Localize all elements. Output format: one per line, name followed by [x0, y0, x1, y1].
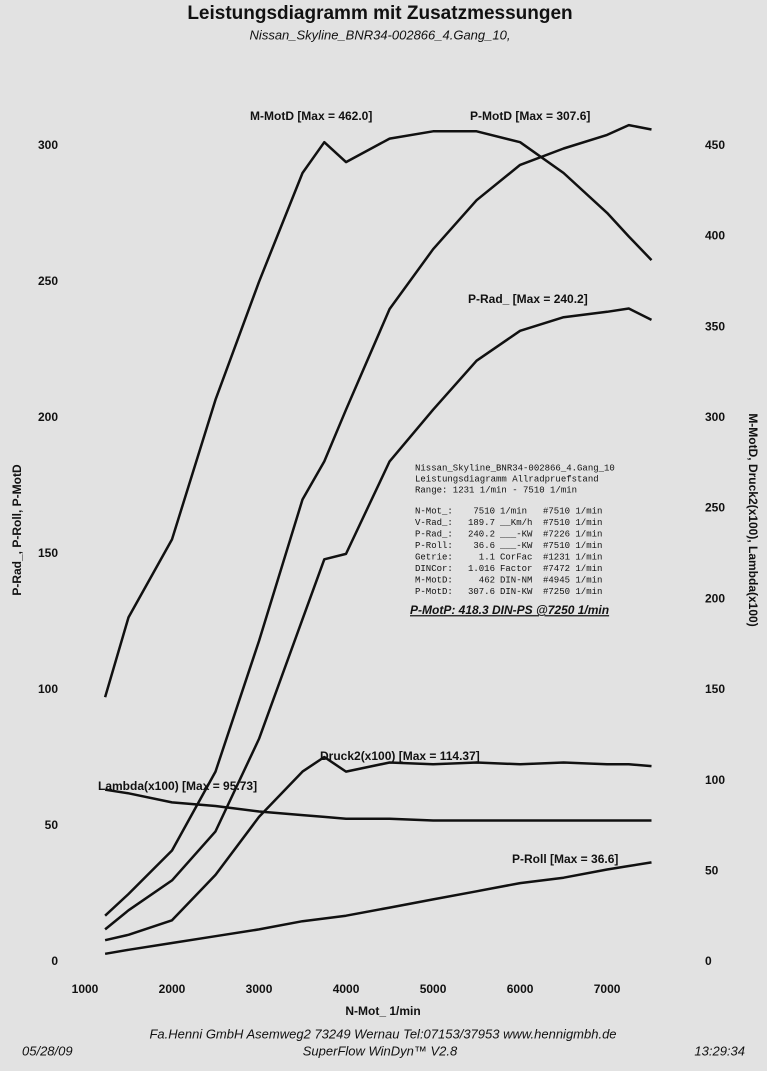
series-label: Druck2(x100) [Max = 114.37]: [320, 749, 480, 763]
info-line: Nissan_Skyline_BNR34-002866_4.Gang_10: [415, 463, 615, 473]
footer-software: SuperFlow WinDyn™ V2.8: [303, 1043, 458, 1058]
info-cell: Getrie:: [415, 552, 453, 562]
info-cell: #4945 1/min: [543, 575, 602, 585]
y-tick-label: 100: [38, 682, 58, 696]
info-cell: 1.016: [468, 564, 495, 574]
y2-tick-label: 300: [705, 410, 725, 424]
info-cell: #1231 1/min: [543, 552, 602, 562]
y2-tick-label: 100: [705, 773, 725, 787]
info-cell: DINCor:: [415, 564, 453, 574]
info-cell: 307.6: [468, 587, 495, 597]
info-cell: Factor: [500, 564, 532, 574]
series-label: P-MotD [Max = 307.6]: [470, 109, 590, 123]
info-cell: #7510 1/min: [543, 541, 602, 551]
info-cell: __Km/h: [499, 518, 532, 528]
y2-tick-label: 450: [705, 138, 725, 152]
y-tick-label: 150: [38, 546, 58, 560]
info-cell: DIN-KW: [500, 587, 533, 597]
x-tick-label: 5000: [420, 982, 447, 996]
info-cell: 1/min: [500, 506, 527, 516]
info-cell: 462: [479, 575, 495, 585]
x-tick-label: 2000: [159, 982, 186, 996]
x-tick-label: 7000: [594, 982, 621, 996]
y2-tick-label: 400: [705, 229, 725, 243]
y-tick-label: 0: [51, 954, 58, 968]
y-tick-label: 300: [38, 138, 58, 152]
y2-tick-label: 0: [705, 954, 712, 968]
info-summary: P-MotP: 418.3 DIN-PS @7250 1/min: [410, 603, 609, 617]
info-cell: 189.7: [468, 518, 495, 528]
y2-tick-label: 200: [705, 591, 725, 605]
y-axis-label: P-Rad_, P-Roll, P-MotD: [10, 464, 24, 596]
x-tick-label: 4000: [333, 982, 360, 996]
series-label: P-Roll [Max = 36.6]: [512, 852, 618, 866]
x-tick-label: 6000: [507, 982, 534, 996]
info-cell: 36.6: [473, 541, 495, 551]
y2-tick-label: 150: [705, 682, 725, 696]
y2-tick-label: 350: [705, 319, 725, 333]
footer-time: 13:29:34: [694, 1043, 745, 1058]
x-axis-label: N-Mot_ 1/min: [345, 1004, 420, 1018]
info-cell: #7510 1/min: [543, 518, 602, 528]
info-cell: DIN-NM: [500, 575, 532, 585]
series-label: Lambda(x100) [Max = 95.73]: [98, 779, 257, 793]
series-line: [104, 307, 653, 931]
info-line: Leistungsdiagramm Allradpruefstand: [415, 474, 599, 484]
y2-tick-label: 50: [705, 863, 719, 877]
info-line: Range: 1231 1/min - 7510 1/min: [415, 485, 577, 495]
info-cell: #7250 1/min: [543, 587, 602, 597]
chart-title: Leistungsdiagramm mit Zusatzmessungen: [187, 3, 572, 24]
info-cell: ___-KW: [499, 529, 533, 539]
series-line: [104, 788, 652, 822]
series-line: [104, 861, 652, 956]
info-cell: 1.1: [479, 552, 495, 562]
x-tick-label: 1000: [72, 982, 99, 996]
info-cell: ___-KW: [499, 541, 533, 551]
y-tick-label: 50: [45, 818, 59, 832]
series-line: [103, 130, 653, 698]
info-cell: 7510: [473, 506, 495, 516]
y-tick-label: 250: [38, 274, 58, 288]
info-cell: #7472 1/min: [543, 564, 602, 574]
series-line: [104, 755, 652, 942]
info-cell: P-MotD:: [415, 587, 453, 597]
info-cell: P-Rad_:: [415, 529, 453, 539]
info-cell: M-MotD:: [415, 575, 453, 585]
footer-date: 05/28/09: [22, 1043, 73, 1058]
info-cell: #7510 1/min: [543, 506, 602, 516]
y2-tick-label: 250: [705, 501, 725, 515]
info-cell: N-Mot_:: [415, 506, 453, 516]
info-cell: CorFac: [500, 552, 532, 562]
series-label: P-Rad_ [Max = 240.2]: [468, 292, 588, 306]
y2-axis-label: M-MotD, Druck2(x100), Lambda(x100): [746, 413, 760, 626]
info-cell: #7226 1/min: [543, 529, 602, 539]
info-cell: P-Roll:: [415, 541, 453, 551]
info-cell: 240.2: [468, 529, 495, 539]
info-cell: V-Rad_:: [415, 518, 453, 528]
chart-subtitle: Nissan_Skyline_BNR34-002866_4.Gang_10,: [250, 27, 511, 42]
x-tick-label: 3000: [246, 982, 273, 996]
series-line: [104, 123, 652, 917]
footer-company: Fa.Henni GmbH Asemweg2 73249 Wernau Tel:…: [149, 1026, 616, 1041]
y-tick-label: 200: [38, 410, 58, 424]
series-label: M-MotD [Max = 462.0]: [250, 109, 372, 123]
